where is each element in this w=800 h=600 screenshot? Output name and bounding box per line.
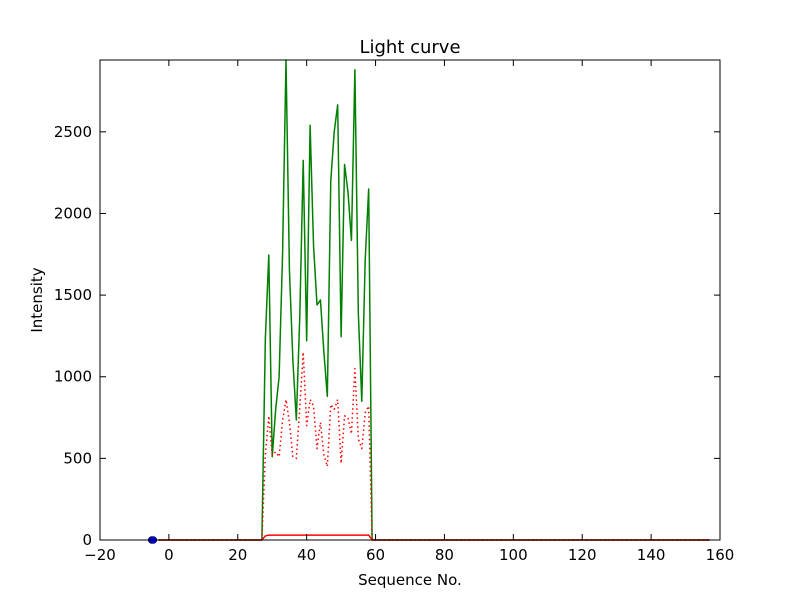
chart-title: Light curve: [359, 37, 460, 58]
x-axis-label: Sequence No.: [358, 571, 462, 589]
axes: −20 0 20 40 60 80 100 120 140 1600500100015002000…: [54, 59, 735, 564]
y-tick-label: 2000: [54, 204, 92, 222]
x-tick-label: 60: [366, 546, 385, 564]
x-tick-label: 40: [297, 546, 316, 564]
series-0-line: [158, 59, 710, 541]
y-tick-label: 0: [82, 531, 92, 549]
x-tick-label: −20: [84, 546, 116, 564]
y-axis-label: Intensity: [28, 267, 46, 332]
x-tick-label: 120: [568, 546, 597, 564]
y-tick-label: 1500: [54, 286, 92, 304]
plot-frame: [99, 59, 721, 541]
x-tick-label: 140: [637, 546, 666, 564]
y-tick-label: 1000: [54, 368, 92, 386]
x-tick-label: 20: [228, 546, 247, 564]
series-1-line: [158, 351, 710, 541]
x-tick-label: 0: [164, 546, 174, 564]
x-tick-label: 100: [499, 546, 528, 564]
x-tick-label: 80: [435, 546, 454, 564]
x-tick-label: 160: [706, 546, 735, 564]
y-tick-label: 500: [63, 449, 92, 467]
y-tick-label: 2500: [54, 123, 92, 141]
